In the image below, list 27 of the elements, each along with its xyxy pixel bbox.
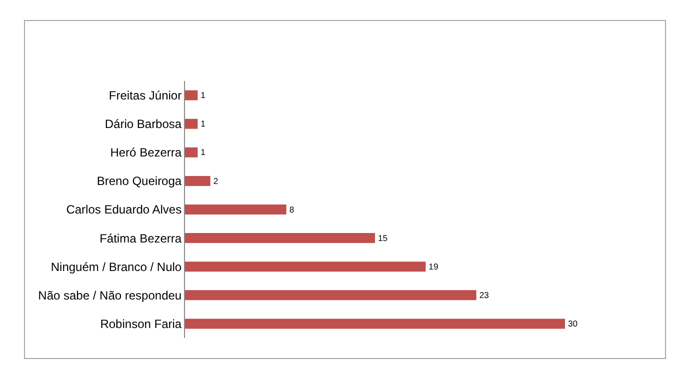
bar <box>185 233 375 244</box>
data-label: 8 <box>289 204 294 214</box>
y-tick-label: Heró Bezerra <box>110 146 182 160</box>
y-tick-label: Breno Queiroga <box>96 174 182 188</box>
data-label: 15 <box>378 232 388 243</box>
data-label: 23 <box>479 290 490 300</box>
bar <box>185 176 210 186</box>
y-tick-label: Carlos Eduardo Alves <box>66 202 182 217</box>
data-label: 1 <box>200 147 206 158</box>
bar <box>185 290 476 300</box>
y-tick-label: Freitas Júnior <box>108 88 182 102</box>
bar <box>185 204 286 214</box>
y-tick-label: Dário Barbosa <box>104 117 182 132</box>
data-label: 30 <box>568 318 578 329</box>
y-tick-label: Fátima Bezerra <box>100 231 182 246</box>
data-label: 19 <box>428 261 438 272</box>
data-label: 2 <box>213 176 218 186</box>
y-tick-label: Robinson Faria <box>100 316 182 331</box>
bar <box>185 118 198 129</box>
bar <box>185 262 426 272</box>
bar <box>185 90 198 100</box>
data-label: 1 <box>200 90 206 100</box>
y-tick-label: Não sabe / Não respondeu <box>38 288 182 302</box>
bar <box>185 147 198 158</box>
bar <box>185 318 565 329</box>
data-label: 1 <box>200 118 206 129</box>
y-tick-label: Ninguém / Branco / Nulo <box>50 260 182 274</box>
